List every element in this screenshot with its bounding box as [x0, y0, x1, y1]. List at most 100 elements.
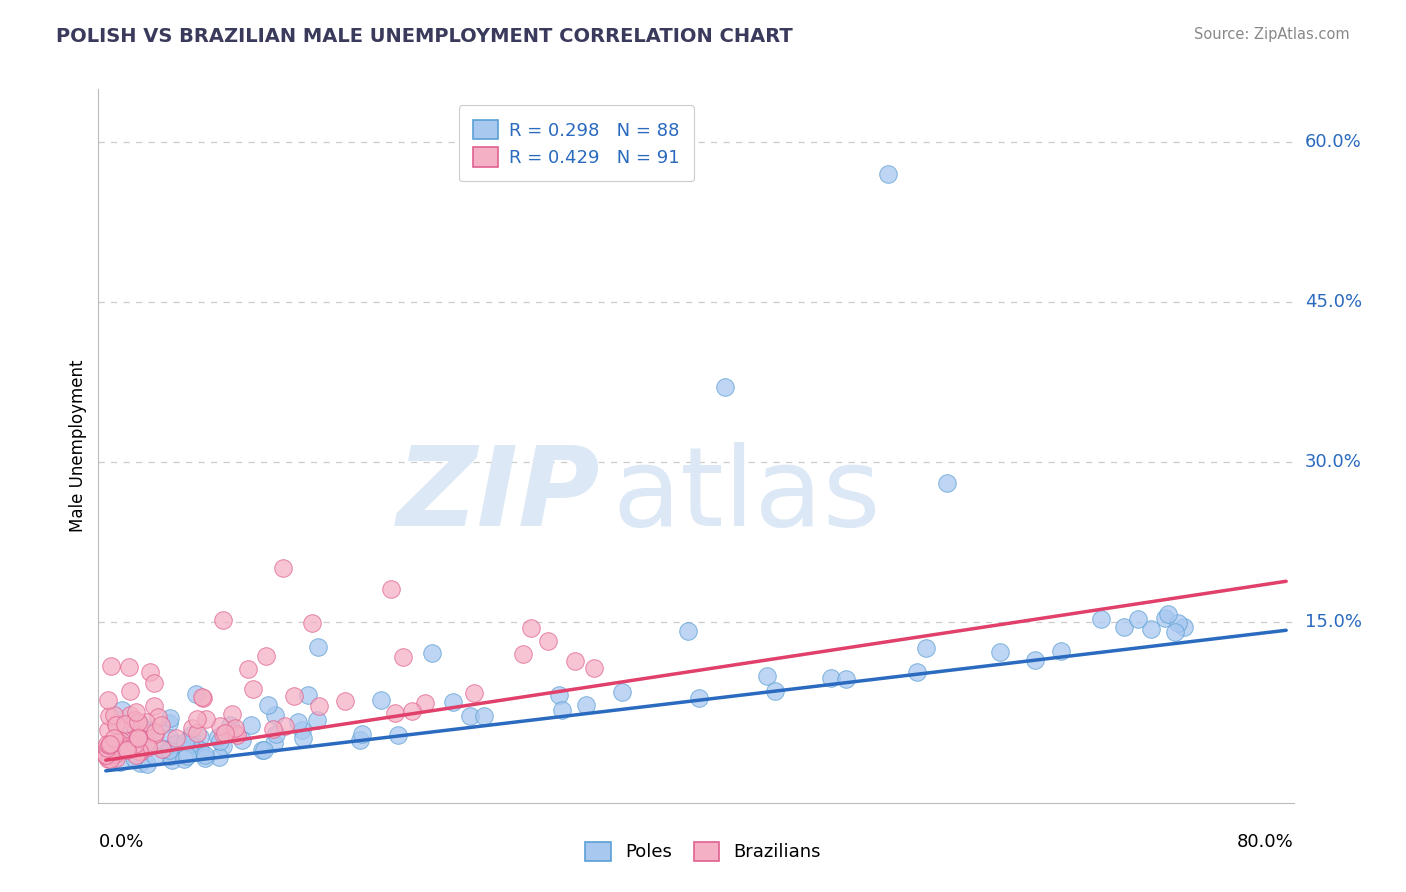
Point	[401, 704, 423, 718]
Point	[180, 721, 202, 735]
Text: 15.0%: 15.0%	[1305, 613, 1361, 631]
Point	[184, 687, 207, 701]
Point	[191, 690, 214, 704]
Text: 60.0%: 60.0%	[1305, 134, 1361, 152]
Point	[125, 748, 148, 763]
Point	[262, 722, 284, 736]
Point	[1049, 644, 1071, 658]
Point	[207, 730, 229, 744]
Point	[143, 725, 166, 739]
Point	[117, 739, 139, 753]
Point	[208, 719, 231, 733]
Point	[103, 708, 125, 723]
Point	[136, 739, 159, 754]
Point	[688, 691, 710, 706]
Point	[1157, 607, 1180, 621]
Point	[291, 723, 314, 738]
Point	[564, 654, 586, 668]
Point	[380, 582, 402, 596]
Point	[305, 714, 328, 728]
Point	[221, 706, 243, 721]
Point	[104, 747, 127, 761]
Point	[463, 686, 485, 700]
Point	[132, 741, 155, 756]
Point	[98, 737, 121, 751]
Point	[114, 717, 136, 731]
Point	[173, 751, 195, 765]
Point	[97, 708, 120, 723]
Point	[186, 712, 208, 726]
Point	[1090, 611, 1112, 625]
Point	[153, 741, 176, 756]
Point	[111, 703, 134, 717]
Point	[876, 168, 898, 182]
Point	[150, 741, 173, 756]
Point	[384, 706, 406, 721]
Point	[115, 741, 138, 756]
Point	[110, 741, 132, 756]
Point	[191, 690, 214, 705]
Point	[194, 747, 217, 762]
Point	[1164, 624, 1187, 639]
Point	[218, 718, 240, 732]
Point	[242, 682, 264, 697]
Point	[132, 726, 155, 740]
Point	[253, 743, 276, 757]
Point	[274, 719, 297, 733]
Point	[114, 732, 136, 747]
Point	[283, 689, 305, 703]
Point	[96, 737, 118, 751]
Point	[755, 669, 778, 683]
Point	[105, 718, 128, 732]
Point	[763, 683, 786, 698]
Point	[142, 699, 165, 714]
Point	[420, 646, 443, 660]
Text: ZIP: ZIP	[396, 442, 600, 549]
Point	[104, 744, 127, 758]
Point	[266, 727, 288, 741]
Point	[159, 748, 181, 763]
Point	[1140, 623, 1163, 637]
Point	[94, 748, 117, 763]
Point	[97, 751, 120, 765]
Point	[1024, 653, 1046, 667]
Point	[110, 734, 132, 748]
Point	[1173, 620, 1195, 634]
Point	[990, 645, 1012, 659]
Point	[135, 736, 157, 750]
Point	[105, 715, 128, 730]
Point	[250, 743, 273, 757]
Point	[138, 723, 160, 738]
Point	[211, 727, 233, 741]
Point	[96, 741, 118, 756]
Point	[352, 727, 374, 741]
Point	[97, 723, 120, 737]
Point	[905, 665, 928, 679]
Point	[238, 662, 260, 676]
Point	[179, 737, 201, 751]
Point	[195, 712, 218, 726]
Point	[271, 561, 294, 575]
Text: 30.0%: 30.0%	[1305, 453, 1361, 471]
Point	[159, 731, 181, 745]
Point	[157, 715, 180, 730]
Point	[1128, 612, 1150, 626]
Point	[263, 708, 285, 723]
Point	[551, 702, 574, 716]
Point	[1114, 619, 1136, 633]
Point	[129, 716, 152, 731]
Point	[212, 613, 235, 627]
Point	[224, 726, 246, 740]
Text: atlas: atlas	[613, 442, 880, 549]
Point	[127, 731, 149, 745]
Point	[231, 732, 253, 747]
Point	[146, 710, 169, 724]
Point	[124, 726, 146, 740]
Point	[118, 660, 141, 674]
Point	[176, 749, 198, 764]
Point	[519, 621, 541, 635]
Point	[820, 671, 842, 685]
Point	[443, 695, 465, 709]
Point	[714, 380, 737, 394]
Point	[139, 665, 162, 680]
